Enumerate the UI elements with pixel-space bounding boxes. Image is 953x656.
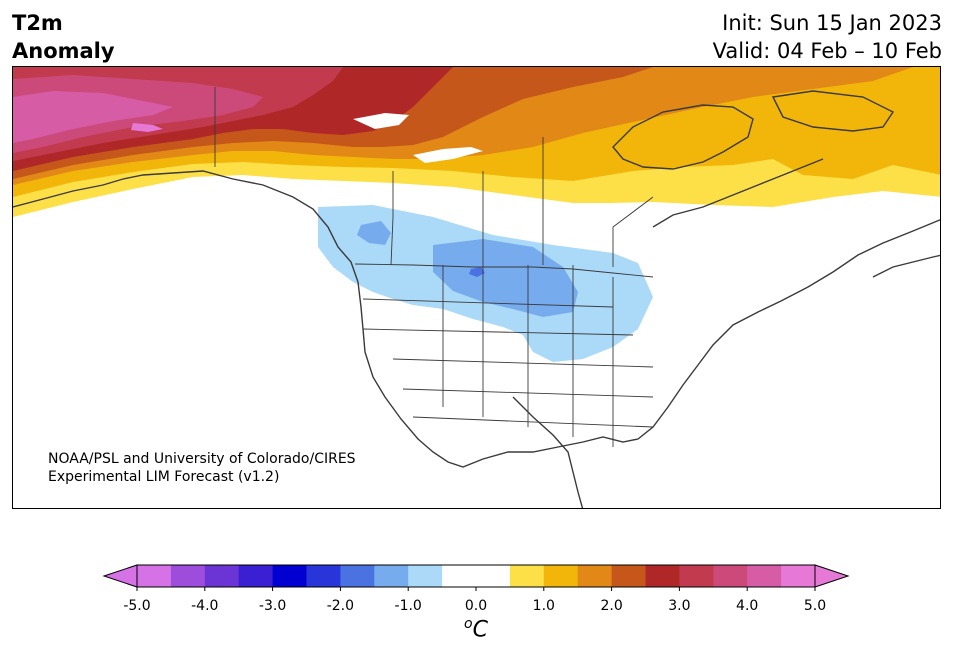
anomaly-band-neg1p5c-west [357,221,391,245]
units-degree: o [464,616,473,632]
colorbar-cell [577,565,613,587]
colorbar-tick-label: 1.0 [532,598,555,614]
colorbar-over-arrow [814,564,850,588]
colorbar-tick-label: 0.0 [464,598,488,614]
colorbar-tick-label: -4.0 [191,598,219,614]
colorbar-tick-label: -3.0 [258,598,287,614]
colorbar-tick-label: 5.0 [803,598,827,614]
colorbar-cell [679,565,714,587]
colorbar-cell [137,565,172,587]
colorbar-cell [645,565,680,587]
credit-line-1: NOAA/PSL and University of Colorado/CIRE… [48,451,356,467]
colorbar-tick-label: 2.0 [600,598,623,614]
borders [214,87,654,447]
colorbar-tick-label: -1.0 [394,598,422,614]
coastlines [13,90,940,508]
colorbar-cell [543,565,579,587]
colorbar-cell [170,565,206,587]
credit-note: NOAA/PSL and University of Colorado/CIRE… [48,450,356,486]
forecast-dates: Init: Sun 15 Jan 2023 Valid: 04 Feb – 10… [713,9,942,65]
colorbar-cell [408,565,443,587]
colorbar-cell [747,565,782,587]
colorbar [102,564,850,591]
units-label: oC [464,616,488,642]
colorbar-cell [476,565,511,587]
colorbar-cell [442,565,477,587]
colorbar-tick-label: 4.0 [736,598,759,614]
credit-line-2: Experimental LIM Forecast (v1.2) [48,469,280,485]
anomaly-band-neg2c [469,267,485,277]
anomaly-band-5c [131,123,163,132]
colorbar-tick-label: 3.0 [668,598,691,614]
anomaly-band-neg1p5c [433,239,578,317]
map-title: T2m Anomaly [12,9,115,65]
init-date: Init: Sun 15 Jan 2023 [722,11,942,35]
colorbar-cell [509,565,545,587]
great-slave-lake [413,147,483,163]
title-line-2: Anomaly [12,39,115,63]
colorbar-tick-label: -2.0 [326,598,355,614]
valid-range: Valid: 04 Feb – 10 Feb [712,39,942,63]
map-canvas [13,67,940,508]
anomaly-band-4p5c [13,91,173,143]
colorbar-cell [713,565,748,587]
great-bear-lake [353,113,409,129]
title-line-1: T2m [12,11,63,35]
colorbar-under-arrow [102,564,138,588]
colorbar-cell [374,565,409,587]
colorbar-cell [781,565,816,587]
colorbar-cell [272,565,307,587]
colorbar-cell [306,565,341,587]
colorbar-cell [340,565,375,587]
colorbar-cell [238,565,274,587]
units-letter: C [472,617,488,643]
anomaly-map [12,66,941,509]
colorbar-cell [611,565,646,587]
colorbar-cell [204,565,240,587]
colorbar-tick-label: -5.0 [123,598,151,614]
